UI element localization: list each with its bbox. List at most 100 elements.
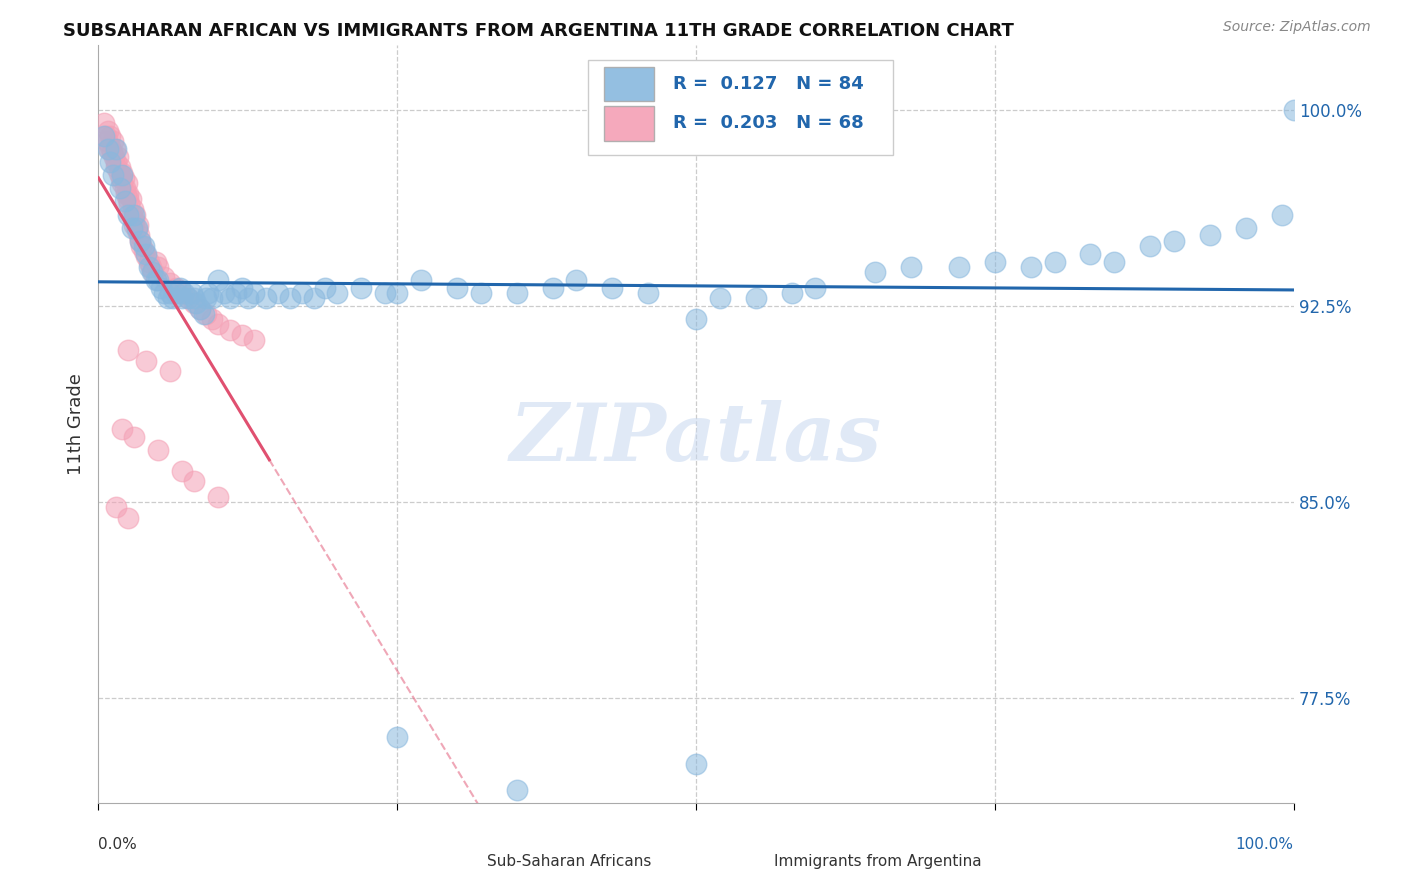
- Point: [172, 291, 194, 305]
- Point: [193, 307, 215, 321]
- Point: [165, 285, 187, 300]
- Point: [138, 260, 160, 274]
- Point: [115, 176, 138, 190]
- Point: [105, 155, 128, 169]
- Point: [1139, 239, 1161, 253]
- Point: [121, 220, 143, 235]
- Point: [100, 145, 122, 159]
- Point: [111, 422, 134, 436]
- Text: R =  0.203   N = 68: R = 0.203 N = 68: [673, 114, 865, 132]
- Point: [470, 285, 492, 300]
- Point: [177, 291, 200, 305]
- Point: [114, 181, 136, 195]
- Point: [132, 244, 155, 259]
- Point: [145, 254, 167, 268]
- Point: [98, 142, 121, 156]
- Text: R =  0.127   N = 84: R = 0.127 N = 84: [673, 75, 865, 93]
- Point: [1043, 254, 1066, 268]
- Point: [411, 273, 433, 287]
- Point: [135, 246, 157, 260]
- Point: [201, 291, 224, 305]
- Point: [122, 202, 145, 217]
- Point: [97, 142, 120, 156]
- Point: [195, 307, 218, 321]
- Point: [183, 291, 205, 305]
- Point: [153, 270, 176, 285]
- Text: SUBSAHARAN AFRICAN VS IMMIGRANTS FROM ARGENTINA 11TH GRADE CORRELATION CHART: SUBSAHARAN AFRICAN VS IMMIGRANTS FROM AR…: [63, 22, 1014, 40]
- Point: [207, 318, 229, 332]
- Point: [93, 129, 115, 144]
- Text: Sub-Saharan Africans: Sub-Saharan Africans: [486, 854, 651, 869]
- Point: [188, 301, 211, 316]
- Point: [231, 327, 253, 342]
- Point: [446, 281, 468, 295]
- Point: [685, 312, 707, 326]
- Point: [374, 285, 396, 300]
- Point: [104, 142, 127, 156]
- Point: [124, 212, 146, 227]
- Point: [900, 260, 922, 274]
- Point: [506, 782, 529, 797]
- Point: [105, 142, 128, 156]
- Point: [135, 354, 157, 368]
- Point: [159, 364, 181, 378]
- Point: [94, 129, 117, 144]
- Text: 0.0%: 0.0%: [98, 837, 138, 852]
- Point: [124, 208, 146, 222]
- Point: [156, 291, 179, 305]
- Point: [103, 150, 125, 164]
- Point: [118, 197, 141, 211]
- Point: [602, 281, 624, 295]
- Point: [97, 124, 120, 138]
- Text: Immigrants from Argentina: Immigrants from Argentina: [773, 854, 981, 869]
- Point: [709, 291, 731, 305]
- Point: [111, 166, 134, 180]
- Point: [984, 254, 1007, 268]
- Point: [1282, 103, 1305, 117]
- Point: [1271, 208, 1294, 222]
- Point: [315, 281, 337, 295]
- Point: [124, 430, 146, 444]
- Point: [201, 312, 224, 326]
- Point: [219, 322, 242, 336]
- Point: [1080, 246, 1102, 260]
- Point: [243, 285, 266, 300]
- Point: [107, 150, 129, 164]
- Point: [141, 265, 163, 279]
- Point: [183, 474, 205, 488]
- Point: [159, 276, 181, 290]
- Point: [111, 176, 134, 190]
- Point: [254, 291, 277, 305]
- Point: [101, 134, 124, 148]
- Point: [159, 285, 181, 300]
- Point: [142, 265, 165, 279]
- Point: [125, 220, 148, 235]
- Point: [188, 301, 211, 316]
- Point: [108, 161, 131, 175]
- Point: [162, 291, 184, 305]
- Point: [225, 285, 247, 300]
- Point: [114, 194, 136, 209]
- Point: [172, 464, 194, 478]
- Point: [149, 281, 172, 295]
- Point: [172, 285, 194, 300]
- Point: [98, 139, 122, 153]
- Point: [128, 228, 150, 243]
- Point: [1163, 234, 1185, 248]
- Point: [117, 511, 139, 525]
- Point: [107, 166, 129, 180]
- Point: [326, 285, 349, 300]
- Point: [165, 281, 187, 295]
- Point: [506, 285, 529, 300]
- Point: [195, 291, 218, 305]
- Point: [117, 186, 139, 201]
- Point: [121, 208, 143, 222]
- Point: [804, 281, 827, 295]
- Point: [207, 273, 229, 287]
- Point: [186, 296, 208, 310]
- Point: [1019, 260, 1042, 274]
- Point: [117, 192, 139, 206]
- Point: [267, 285, 290, 300]
- Point: [131, 239, 153, 253]
- Y-axis label: 11th Grade: 11th Grade: [66, 373, 84, 475]
